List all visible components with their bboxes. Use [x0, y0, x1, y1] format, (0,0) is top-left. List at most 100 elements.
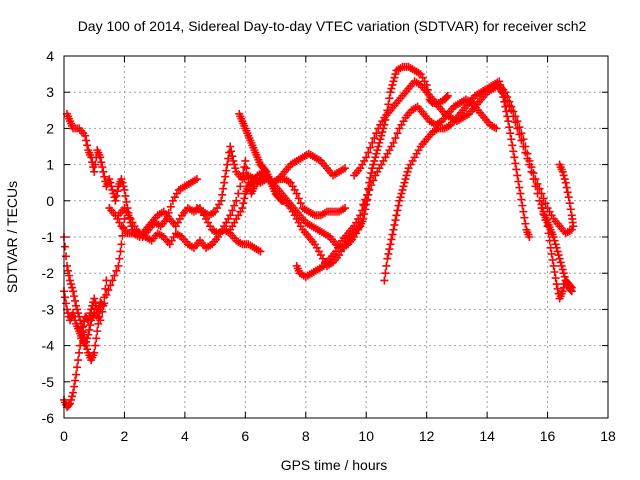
data-point: [224, 154, 233, 163]
data-point: [66, 276, 75, 285]
data-layer: [60, 62, 578, 412]
data-point: [67, 280, 76, 289]
data-point: [70, 382, 79, 391]
y-tick-label: 3: [46, 84, 54, 100]
data-point: [72, 301, 81, 310]
data-point: [389, 225, 398, 234]
data-point: [116, 247, 125, 256]
data-point: [370, 134, 379, 143]
data-point: [238, 204, 247, 213]
x-tick-label: 14: [479, 428, 495, 444]
data-point: [375, 138, 384, 147]
plot-frame: [63, 55, 609, 419]
data-point: [505, 123, 514, 132]
data-point: [108, 185, 117, 194]
data-point: [566, 286, 575, 295]
data-point: [506, 129, 515, 138]
data-point: [550, 236, 559, 245]
data-point: [552, 280, 561, 289]
x-tick-label: 6: [241, 428, 249, 444]
data-point: [368, 164, 377, 173]
data-point: [99, 301, 108, 310]
data-point: [93, 327, 102, 336]
data-point: [555, 254, 564, 263]
data-point: [554, 251, 563, 260]
data-point: [389, 138, 398, 147]
data-point: [192, 175, 201, 184]
data-point: [400, 178, 409, 187]
data-point: [495, 77, 504, 86]
y-tick-label: -5: [42, 374, 55, 390]
data-point: [223, 160, 232, 169]
series-track-1: [60, 233, 105, 365]
data-point: [552, 243, 561, 252]
data-point: [222, 166, 231, 175]
data-point: [241, 156, 250, 165]
data-point: [380, 276, 389, 285]
data-point: [296, 199, 305, 208]
data-point: [112, 266, 121, 275]
y-tick-label: -2: [42, 265, 55, 281]
data-point: [242, 164, 251, 173]
data-point: [102, 276, 111, 285]
data-point: [399, 182, 408, 191]
data-point: [369, 176, 378, 185]
data-point: [505, 101, 514, 110]
data-point: [62, 252, 71, 261]
data-point: [517, 195, 526, 204]
series-track-6: [114, 175, 201, 241]
data-point: [367, 181, 376, 190]
data-point: [403, 167, 412, 176]
data-point: [85, 312, 94, 321]
series-track-4: [63, 109, 350, 252]
data-point: [111, 196, 120, 205]
data-point: [69, 287, 78, 296]
data-point: [98, 300, 107, 309]
data-point: [549, 233, 558, 241]
data-point: [537, 200, 546, 209]
data-point: [401, 175, 410, 184]
series-track-9: [226, 167, 365, 252]
data-point: [548, 255, 557, 264]
data-point: [81, 131, 90, 140]
series-track-3: [60, 276, 111, 412]
x-tick-label: 10: [358, 428, 374, 444]
data-point: [565, 199, 574, 208]
data-point: [507, 106, 516, 115]
chart-title: Day 100 of 2014, Sidereal Day-to-day VTE…: [78, 18, 587, 34]
data-point: [66, 399, 75, 408]
data-point: [122, 198, 131, 207]
y-tick-label: -6: [42, 410, 55, 426]
data-point: [361, 195, 370, 204]
data-point: [226, 211, 235, 220]
data-point: [120, 185, 129, 194]
data-point: [385, 94, 394, 103]
data-point: [387, 235, 396, 244]
data-point: [73, 363, 82, 372]
data-point: [525, 233, 534, 241]
data-point: [84, 330, 93, 339]
data-point: [390, 73, 399, 82]
data-point: [114, 261, 123, 270]
data-point: [549, 261, 558, 270]
data-point: [75, 348, 84, 357]
data-point: [553, 284, 562, 293]
data-point: [79, 322, 88, 331]
data-point: [388, 230, 397, 239]
x-tick-label: 16: [540, 428, 556, 444]
data-point: [395, 196, 404, 205]
data-point: [256, 247, 265, 256]
data-point: [86, 309, 95, 318]
data-point: [365, 185, 374, 194]
data-point: [230, 201, 239, 210]
data-point: [539, 207, 548, 216]
data-point: [513, 171, 522, 180]
data-point: [567, 287, 576, 296]
y-tick-label: -3: [42, 301, 55, 317]
data-point: [78, 327, 87, 336]
data-point: [513, 124, 522, 133]
data-point: [359, 200, 368, 209]
data-point: [118, 231, 127, 240]
data-point: [74, 356, 83, 365]
